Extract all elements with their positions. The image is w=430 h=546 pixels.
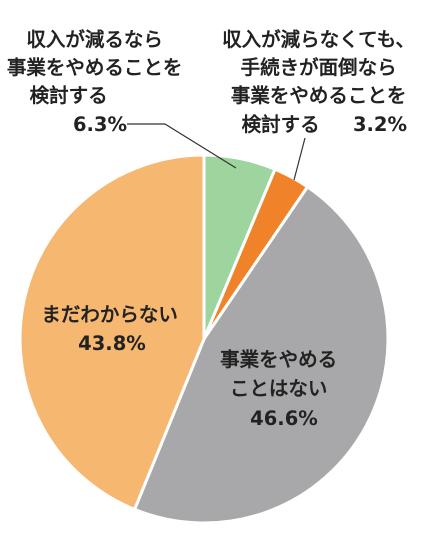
slice-2-label-line: 事業をやめる bbox=[220, 348, 337, 371]
slice-0-label-line: 収入が減るなら bbox=[26, 28, 163, 51]
slice-2-label-line: ことはない bbox=[230, 377, 328, 400]
slice-3-label-line: まだわからない bbox=[41, 303, 178, 326]
leader-line-slice-0 bbox=[127, 123, 237, 169]
leader-lines bbox=[127, 123, 306, 181]
slice-1-label-line: 収入が減らなくても、 bbox=[222, 28, 415, 51]
slice-1-value-label: 3.2% bbox=[353, 113, 407, 136]
slice-1-label: 収入が減らなくても、 手続きが面倒なら 事業をやめることを 検討する 3.2% bbox=[222, 28, 422, 136]
pie-slice-3 bbox=[18, 153, 206, 511]
slice-1-label-line: 手続きが面倒なら bbox=[241, 56, 397, 79]
slice-1-label-line: 検討する bbox=[242, 113, 320, 136]
slice-3-label: まだわからない 43.8% bbox=[41, 303, 184, 355]
slice-0-label-line: 検討する bbox=[30, 84, 108, 107]
leader-line-slice-1 bbox=[293, 137, 306, 181]
slice-2-value-label: 46.6% bbox=[250, 407, 318, 430]
slice-0-label: 収入が減るなら 事業をやめることを 検討する 6.3% bbox=[7, 28, 189, 136]
slice-0-label-line: 事業をやめることを bbox=[7, 56, 183, 79]
pie-slices bbox=[18, 153, 390, 525]
slice-1-label-line: 事業をやめることを bbox=[231, 84, 407, 107]
pie-slice-2 bbox=[133, 185, 390, 525]
slice-0-value-label: 6.3% bbox=[73, 113, 127, 136]
slice-2-label: 事業をやめる ことはない 46.6% bbox=[220, 348, 344, 430]
slice-3-value-label: 43.8% bbox=[78, 332, 146, 355]
